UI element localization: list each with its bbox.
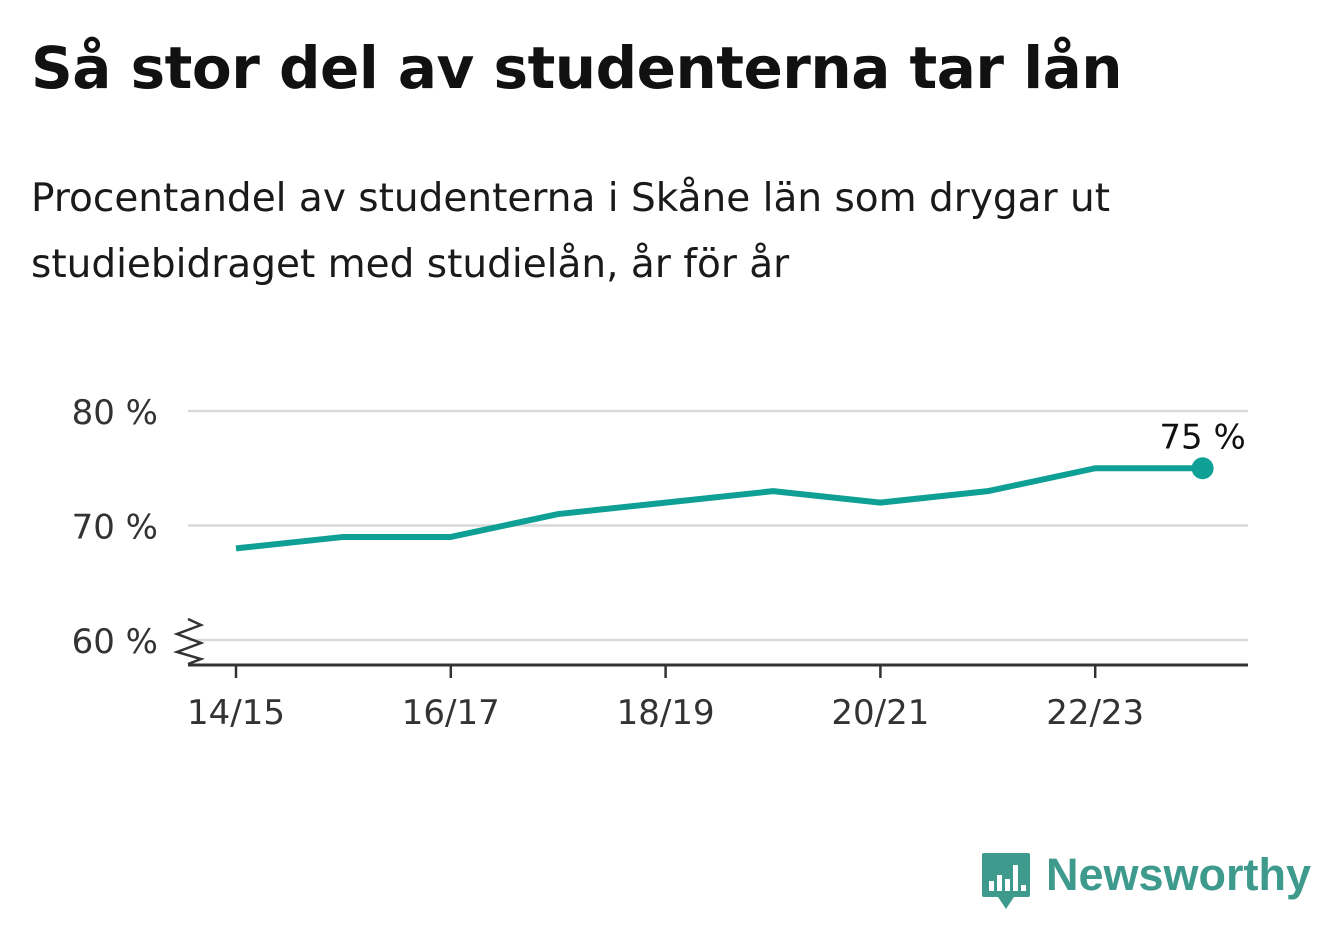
- x-tick-label: 14/15: [187, 693, 285, 733]
- axis-break-icon: [173, 617, 205, 666]
- y-tick-label: 60 %: [72, 622, 158, 662]
- subtitle-line-2: studiebidraget med studielån, år för år: [31, 242, 790, 287]
- labels: 60 % 70 % 80 % 14/15 16/17 18/19 20/21 22/23 75 …: [72, 393, 1246, 733]
- subtitle-line-1: Procentandel av studenterna i Skåne län …: [31, 176, 1111, 221]
- y-tick-label: 80 %: [72, 393, 158, 433]
- x-tick-label: 16/17: [402, 693, 500, 733]
- data-point: [448, 534, 454, 540]
- data-point: [555, 511, 561, 517]
- data-point: [233, 545, 239, 551]
- gridlines: [188, 409, 1248, 642]
- y-tick-label: 70 %: [72, 508, 158, 548]
- brand-name: Newsworthy: [1046, 849, 1312, 900]
- data-point: [985, 488, 991, 494]
- data-point: [877, 500, 883, 506]
- x-tick-label: 20/21: [831, 693, 929, 733]
- newsworthy-brand: Newsworthy: [980, 847, 1311, 911]
- data-point: [770, 488, 776, 494]
- x-tick-label: 22/23: [1046, 693, 1144, 733]
- series-layer: [233, 457, 1214, 552]
- chart-subtitle: Procentandel av studenterna i Skåne län …: [31, 166, 1271, 298]
- data-point: [1092, 465, 1098, 471]
- series-line: [235, 465, 1203, 552]
- newsworthy-logo-icon: [982, 853, 1030, 909]
- end-point-marker: [1191, 457, 1214, 480]
- chart-title: Så stor del av studenterna tar lån: [31, 34, 1123, 102]
- end-value-label: 75 %: [1159, 417, 1245, 457]
- data-point: [340, 534, 346, 540]
- axes: [173, 617, 1248, 678]
- x-tick-label: 18/19: [617, 693, 715, 733]
- data-point: [663, 500, 669, 506]
